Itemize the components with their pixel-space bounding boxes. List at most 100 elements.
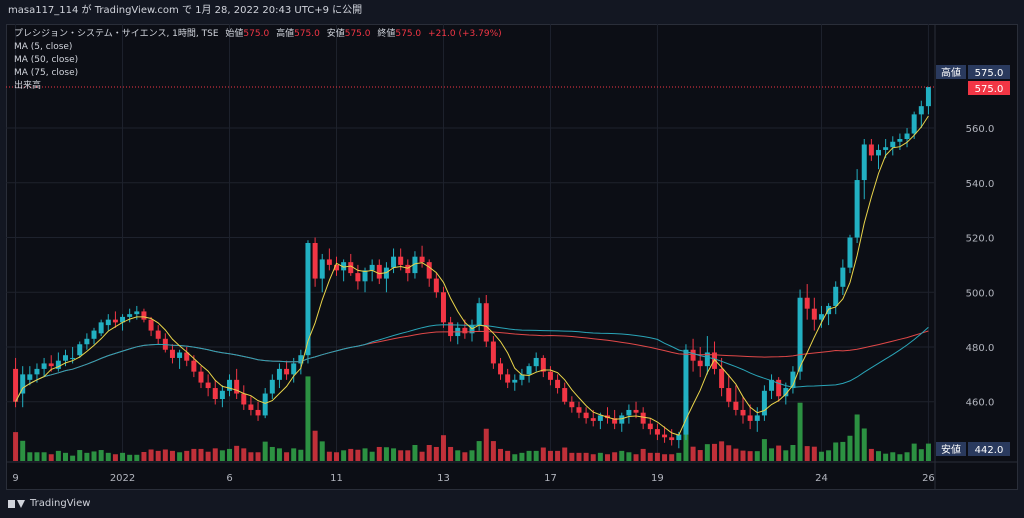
candle-body	[276, 368, 282, 380]
price-tick-label: 520.0	[966, 234, 995, 245]
candle	[248, 396, 254, 416]
candle	[583, 407, 589, 424]
candle-body	[490, 341, 496, 364]
volume-bar	[904, 452, 910, 461]
chart-legend: プレシジョン・システム・サイエンス, 1時間, TSE 始値575.0 高値57…	[14, 28, 502, 93]
candle	[455, 322, 461, 345]
candle-body	[319, 259, 325, 279]
candle-body	[676, 434, 682, 441]
ma50-legend[interactable]: MA (50, close)	[14, 55, 79, 65]
volume-legend[interactable]: 出来高	[14, 81, 42, 91]
candle-body	[540, 357, 546, 372]
candle	[818, 305, 824, 328]
candle-body	[184, 352, 190, 361]
candles	[13, 87, 931, 449]
volume-bar	[27, 452, 33, 461]
volume-bar	[105, 452, 111, 461]
candle-body	[341, 262, 347, 271]
volume-bars	[13, 376, 931, 461]
volume-bar	[519, 452, 525, 461]
candle	[690, 338, 696, 372]
candle	[826, 303, 832, 326]
candle	[490, 336, 496, 369]
volume-bar	[576, 452, 582, 461]
open-label: 始値	[225, 29, 244, 39]
volume-bar	[62, 452, 68, 461]
volume-bar	[662, 454, 668, 461]
candle-body	[291, 363, 297, 375]
candle-body	[234, 379, 240, 394]
volume-bar	[555, 450, 561, 461]
candle-body	[669, 437, 675, 441]
candle-body	[776, 379, 782, 397]
candle	[505, 368, 511, 389]
candle-body	[526, 366, 532, 375]
volume-bar	[547, 450, 553, 461]
volume-bar	[291, 448, 297, 461]
candle	[562, 382, 568, 405]
candle	[576, 401, 582, 419]
header-bar: masa117_114 が TradingView.com で 1月 28, 2…	[0, 0, 1024, 22]
candle-body	[533, 357, 539, 367]
close-value: 575.0	[395, 29, 422, 39]
volume-bar	[219, 450, 225, 461]
volume-bar	[234, 445, 240, 461]
high-value-label: 575.0	[975, 68, 1004, 79]
candle	[847, 234, 853, 274]
candle	[626, 404, 632, 424]
candle-body	[91, 330, 97, 339]
candle	[105, 314, 111, 331]
high-label: 高値	[276, 29, 295, 39]
candle	[155, 325, 161, 345]
candle-body	[883, 147, 889, 150]
candle	[647, 418, 653, 435]
candle-body	[376, 264, 382, 279]
volume-bar	[448, 446, 454, 461]
volume-bar	[754, 451, 760, 461]
volume-bar	[790, 445, 796, 461]
volume-bar	[312, 430, 318, 461]
volume-bar	[84, 452, 90, 461]
volume-bar	[91, 451, 97, 461]
price-chart[interactable]: 460.0 480.0 500.0 520.0 540.0 560.0 9 2022 6 11 13…	[6, 24, 1018, 490]
candle-body	[219, 390, 225, 399]
ma5-line	[15, 115, 929, 436]
candle	[776, 377, 782, 402]
volume-bar	[369, 451, 375, 461]
candle	[348, 253, 354, 276]
candle-body	[783, 388, 789, 397]
candle	[269, 374, 275, 399]
candle	[904, 128, 910, 148]
candle-body	[98, 322, 104, 334]
candle-body	[326, 259, 332, 265]
candle-body	[833, 286, 839, 306]
volume-bar	[55, 450, 61, 461]
volume-bar	[212, 448, 218, 461]
candle	[519, 368, 525, 386]
candle	[711, 341, 717, 375]
volume-bar	[227, 448, 233, 461]
volume-bar	[205, 451, 211, 461]
candle-body	[84, 338, 90, 345]
price-tick-label: 460.0	[966, 398, 995, 409]
ma75-legend[interactable]: MA (75, close)	[14, 68, 79, 78]
candle	[419, 245, 425, 268]
volume-bar	[897, 454, 903, 461]
time-tick-label: 11	[330, 473, 343, 484]
candle	[198, 366, 204, 389]
ma5-legend[interactable]: MA (5, close)	[14, 42, 73, 52]
candle-body	[918, 106, 924, 115]
tradingview-brand[interactable]: TradingView	[8, 498, 90, 509]
volume-bar	[348, 448, 354, 461]
candle-body	[476, 303, 482, 326]
volume-bar	[747, 451, 753, 461]
volume-bar	[847, 435, 853, 461]
last-price-value-label: 575.0	[975, 84, 1004, 95]
candle-body	[262, 393, 268, 416]
price-tick-label: 560.0	[966, 124, 995, 135]
volume-bar	[148, 449, 154, 461]
volume-bar	[70, 455, 76, 461]
symbol-title: プレシジョン・システム・サイエンス, 1時間, TSE	[14, 29, 219, 39]
candle	[605, 407, 610, 424]
volume-bar	[854, 414, 860, 461]
